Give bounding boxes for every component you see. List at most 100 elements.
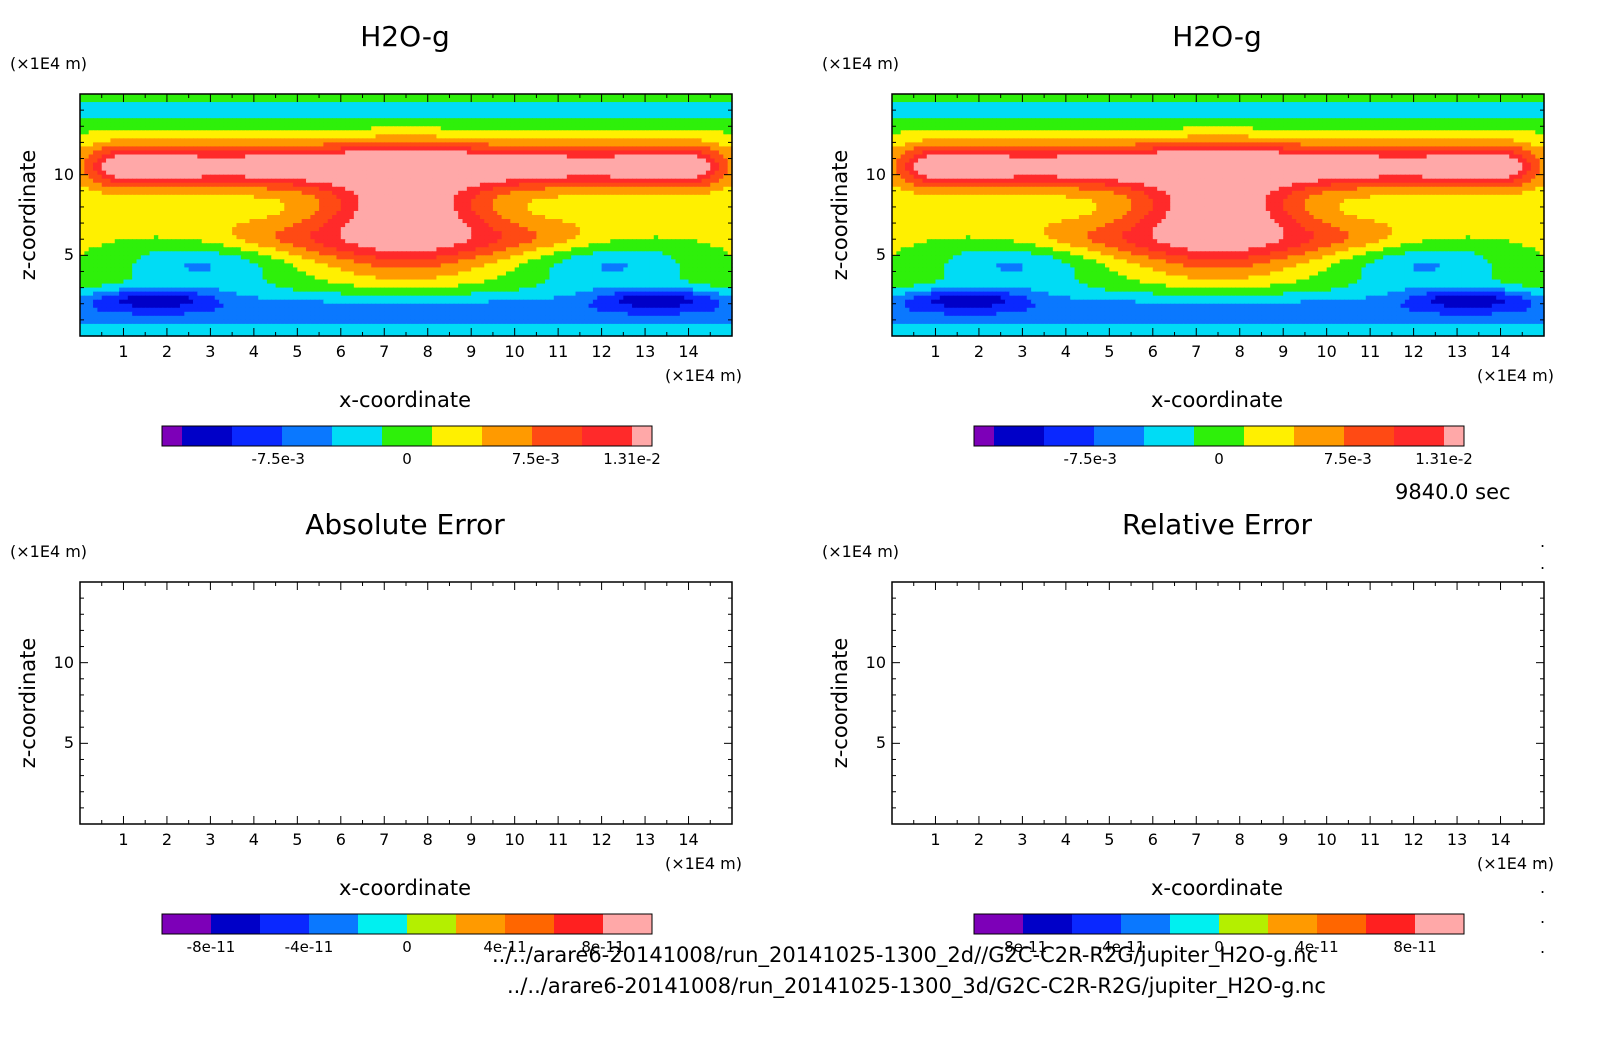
- field-cell: [140, 170, 146, 176]
- field-cell: [614, 219, 620, 224]
- field-cell: [505, 142, 511, 148]
- field-cell: [366, 174, 372, 180]
- field-cell: [427, 106, 433, 111]
- field-cell: [314, 174, 320, 180]
- field-cell: [301, 98, 307, 103]
- field-cell: [532, 102, 537, 107]
- field-cell: [375, 166, 381, 172]
- field-cell: [423, 106, 429, 111]
- field-cell: [723, 102, 729, 107]
- field-cell: [323, 98, 329, 103]
- field-cell: [579, 158, 585, 164]
- field-cell: [714, 102, 720, 107]
- field-cell: [119, 102, 125, 107]
- field-cell: [536, 114, 542, 119]
- field-cell: [501, 106, 507, 111]
- field-cell: [340, 118, 346, 123]
- field-cell: [310, 166, 316, 172]
- field-cell: [497, 94, 503, 99]
- field-cell: [714, 182, 720, 188]
- field-cell: [523, 94, 529, 99]
- field-cell: [240, 102, 246, 107]
- field-cell: [610, 190, 616, 196]
- field-cell: [536, 190, 542, 196]
- field-cell: [714, 118, 720, 123]
- field-cell: [362, 190, 368, 196]
- field-cell: [332, 110, 338, 115]
- field-cell: [558, 162, 564, 168]
- field-cell: [171, 210, 177, 216]
- field-cell: [592, 194, 598, 200]
- field-cell: [436, 174, 442, 180]
- field-cell: [449, 186, 455, 192]
- field-cell: [123, 150, 129, 156]
- field-cell: [149, 210, 155, 216]
- field-cell: [479, 146, 485, 152]
- field-cell: [262, 102, 268, 107]
- field-cell: [492, 150, 498, 156]
- field-cell: [536, 182, 542, 188]
- field-cell: [258, 210, 264, 216]
- field-cell: [492, 166, 498, 172]
- field-cell: [214, 130, 220, 135]
- field-cell: [579, 146, 585, 152]
- plot-area: [79, 93, 733, 337]
- field-cell: [592, 146, 598, 152]
- field-cell: [453, 223, 459, 228]
- field-cell: [406, 150, 411, 156]
- field-cell: [279, 130, 285, 135]
- field-cell: [310, 215, 316, 220]
- field-cell: [527, 126, 533, 131]
- field-cell: [227, 150, 233, 156]
- field-cell: [127, 162, 133, 168]
- field-cell: [601, 98, 607, 103]
- field-cell: [623, 134, 629, 139]
- field-cell: [684, 174, 690, 180]
- field-cell: [692, 154, 698, 160]
- field-cell: [262, 190, 268, 196]
- field-cell: [505, 178, 511, 184]
- field-cell: [227, 219, 233, 224]
- field-cell: [453, 98, 459, 103]
- field-cell: [440, 206, 446, 212]
- field-cell: [310, 154, 316, 160]
- field-cell: [466, 223, 472, 228]
- field-cell: [110, 219, 116, 224]
- field-cell: [497, 126, 503, 131]
- field-cell: [106, 198, 112, 204]
- field-cell: [618, 206, 624, 212]
- field-cell: [510, 219, 516, 224]
- field-cell: [440, 215, 446, 220]
- field-cell: [279, 98, 285, 103]
- field-cell: [258, 162, 264, 168]
- field-cell: [166, 174, 172, 180]
- field-cell: [80, 170, 85, 176]
- field-cell: [632, 174, 637, 180]
- field-cell: [140, 190, 146, 196]
- field-cell: [562, 122, 568, 127]
- field-cell: [245, 142, 251, 148]
- field-cell: [623, 162, 629, 168]
- field-cell: [214, 142, 220, 148]
- field-cell: [505, 166, 511, 172]
- field-cell: [384, 170, 390, 176]
- field-cell: [614, 190, 620, 196]
- field-cell: [632, 142, 637, 148]
- field-cell: [536, 134, 542, 139]
- field-cell: [223, 186, 229, 192]
- field-cell: [336, 110, 342, 115]
- field-cell: [488, 114, 494, 119]
- field-cell: [227, 202, 233, 208]
- field-cell: [375, 94, 381, 99]
- field-cell: [106, 182, 112, 188]
- field-cell: [345, 118, 351, 123]
- field-cell: [562, 194, 568, 200]
- field-cell: [440, 138, 446, 143]
- field-cell: [171, 194, 177, 200]
- field-cell: [188, 219, 194, 224]
- field-cell: [301, 154, 307, 160]
- field-cell: [397, 223, 403, 228]
- field-cell: [140, 186, 146, 192]
- field-cell: [501, 178, 507, 184]
- field-cell: [179, 150, 185, 156]
